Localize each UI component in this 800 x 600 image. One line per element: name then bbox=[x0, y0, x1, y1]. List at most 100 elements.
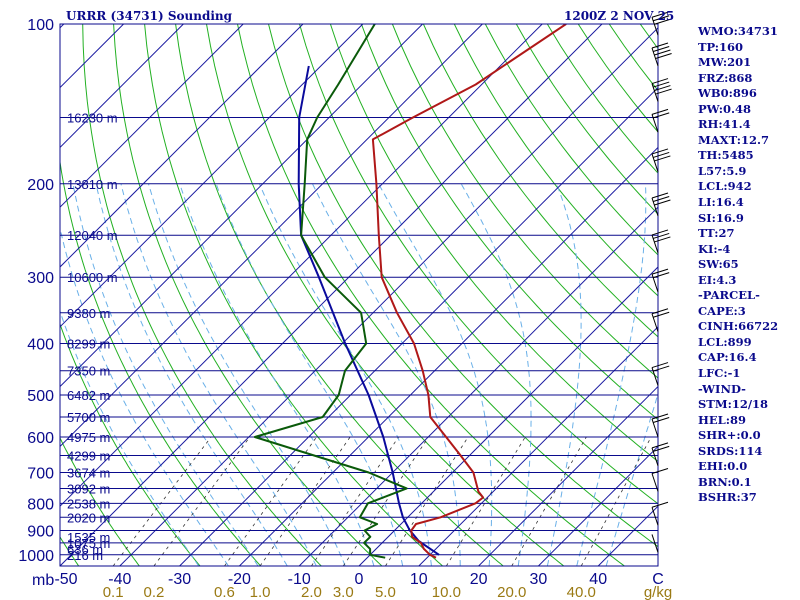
moist-adiabats bbox=[60, 183, 658, 566]
mixing-ratio-line bbox=[511, 436, 587, 566]
index-item: WMO:34731 bbox=[698, 24, 778, 38]
moist-adiabat-line bbox=[605, 392, 658, 566]
pressure-tick-label: 400 bbox=[27, 337, 54, 354]
isotherm-line bbox=[478, 385, 658, 566]
temperature-line bbox=[371, 24, 567, 559]
mixing-ratio-tick-label: g/kg bbox=[644, 584, 672, 600]
index-item: EI:4.3 bbox=[698, 272, 737, 287]
mixing-ratio-line bbox=[311, 436, 399, 566]
dry-adiabat-line bbox=[453, 24, 658, 297]
height-label: 5700 m bbox=[67, 410, 110, 425]
chart-title: URRR (34731) Sounding bbox=[66, 9, 233, 23]
height-label: 2538 m bbox=[67, 496, 110, 511]
plot-frame bbox=[59, 23, 659, 567]
index-item: CAP:16.4 bbox=[698, 350, 757, 365]
index-item: SHR+:0.0 bbox=[698, 428, 761, 443]
index-item: CINH:66722 bbox=[698, 319, 779, 334]
moist-adiabat-line bbox=[60, 226, 229, 566]
temperature-tick-label: 0 bbox=[355, 571, 364, 588]
dry-adiabat-line bbox=[60, 158, 261, 566]
index-item: CAPE:3 bbox=[698, 303, 746, 318]
wind-barb bbox=[651, 362, 670, 386]
height-label: 10600 m bbox=[67, 270, 118, 285]
height-label: 2020 m bbox=[67, 510, 110, 525]
index-item: BSHR:37 bbox=[698, 490, 757, 505]
mixing-ratio-line bbox=[342, 436, 429, 566]
isotherm-line bbox=[119, 27, 658, 566]
height-label: 4299 m bbox=[67, 448, 110, 463]
index-item: RH:41.4 bbox=[698, 117, 751, 132]
wind-barb bbox=[651, 11, 671, 36]
pressure-axis: 100 200 300 400 500 600 700 800 900 1000 mb bbox=[18, 17, 54, 589]
mixing-ratio-line bbox=[580, 436, 652, 566]
dry-adiabat-line bbox=[60, 322, 201, 566]
dry-adiabat-line bbox=[60, 436, 140, 566]
sounding-indices: WMO:34731 TP:160 MW:201 FRZ:868 WB0:896 PW:0.… bbox=[698, 24, 778, 506]
wind-barb bbox=[651, 442, 670, 467]
temperature-tick-label: -50 bbox=[54, 571, 77, 588]
isotherm-line bbox=[60, 24, 65, 29]
pressure-tick-label: 600 bbox=[27, 430, 54, 447]
pressure-unit-label: mb bbox=[32, 572, 54, 589]
temperature-tick-label: 20 bbox=[470, 571, 488, 588]
mixing-ratio-line bbox=[446, 436, 526, 566]
temperature-tick-label: -10 bbox=[288, 571, 311, 588]
index-item: MAXT:12.7 bbox=[698, 132, 769, 147]
index-item: LFC:-1 bbox=[698, 366, 741, 381]
dewpoint-line bbox=[253, 24, 408, 559]
pressure-tick-label: 200 bbox=[27, 177, 54, 194]
index-item: TP:160 bbox=[698, 39, 744, 54]
isotherm-line bbox=[0, 24, 4, 566]
height-label: 216 m bbox=[67, 548, 103, 563]
index-item: MW:201 bbox=[698, 55, 752, 70]
mixing-ratio-line bbox=[385, 436, 469, 566]
height-label: 13810 m bbox=[67, 177, 118, 192]
mixing-ratio-tick-label: 10.0 bbox=[432, 584, 461, 600]
dry-adiabat-line bbox=[144, 24, 443, 566]
index-item: STM:12/18 bbox=[698, 397, 769, 412]
moist-adiabat-line bbox=[179, 183, 375, 566]
height-label: 3092 m bbox=[67, 481, 110, 496]
index-item: -WIND- bbox=[698, 381, 746, 396]
dry-adiabat-line bbox=[391, 24, 658, 379]
height-label: 3674 m bbox=[67, 466, 110, 481]
wind-barb bbox=[651, 534, 659, 553]
wind-barb bbox=[651, 501, 669, 526]
height-label: 6482 m bbox=[67, 388, 110, 403]
mixing-ratio-tick-label: 3.0 bbox=[333, 584, 354, 600]
isobars bbox=[60, 23, 658, 556]
index-item: FRZ:868 bbox=[698, 70, 753, 85]
temperature-tick-label: -30 bbox=[168, 571, 191, 588]
index-item: WB0:896 bbox=[698, 86, 757, 101]
mixing-ratio-tick-label: 0.6 bbox=[214, 584, 235, 600]
temperature-tick-label: 30 bbox=[530, 571, 548, 588]
index-item: EHI:0.0 bbox=[698, 459, 748, 474]
mixing-ratio-line bbox=[153, 436, 251, 566]
index-item: LCL:942 bbox=[698, 179, 752, 194]
wind-barb bbox=[651, 413, 670, 438]
isotherm-line bbox=[418, 326, 658, 566]
height-label: 12040 m bbox=[67, 228, 118, 243]
temperature-tick-label: -40 bbox=[108, 571, 131, 588]
moist-adiabat-line bbox=[546, 183, 582, 566]
temperature-axis: -50 -40 -30 -20 -10 0 10 20 30 40 C bbox=[54, 571, 663, 588]
moist-adiabat-line bbox=[576, 183, 647, 566]
index-item: BRN:0.1 bbox=[698, 474, 752, 489]
height-label: 1075 m bbox=[67, 536, 110, 551]
dry-adiabat-line bbox=[360, 24, 658, 421]
index-item: HEL:89 bbox=[698, 412, 746, 427]
height-label: 4975 m bbox=[67, 430, 110, 445]
dry-adiabat-line bbox=[268, 24, 658, 548]
isotherm-line bbox=[60, 24, 364, 328]
pressure-tick-label: 100 bbox=[27, 17, 54, 34]
index-item: KI:-4 bbox=[698, 241, 731, 256]
pressure-tick-label: 700 bbox=[27, 466, 54, 483]
dry-adiabat-line bbox=[484, 24, 658, 256]
index-item: -PARCEL- bbox=[698, 288, 760, 303]
dry-adiabat-line bbox=[422, 24, 658, 338]
pressure-tick-label: 800 bbox=[27, 496, 54, 513]
mixing-ratio-line bbox=[224, 436, 317, 566]
pressure-tick-label: 500 bbox=[27, 388, 54, 405]
